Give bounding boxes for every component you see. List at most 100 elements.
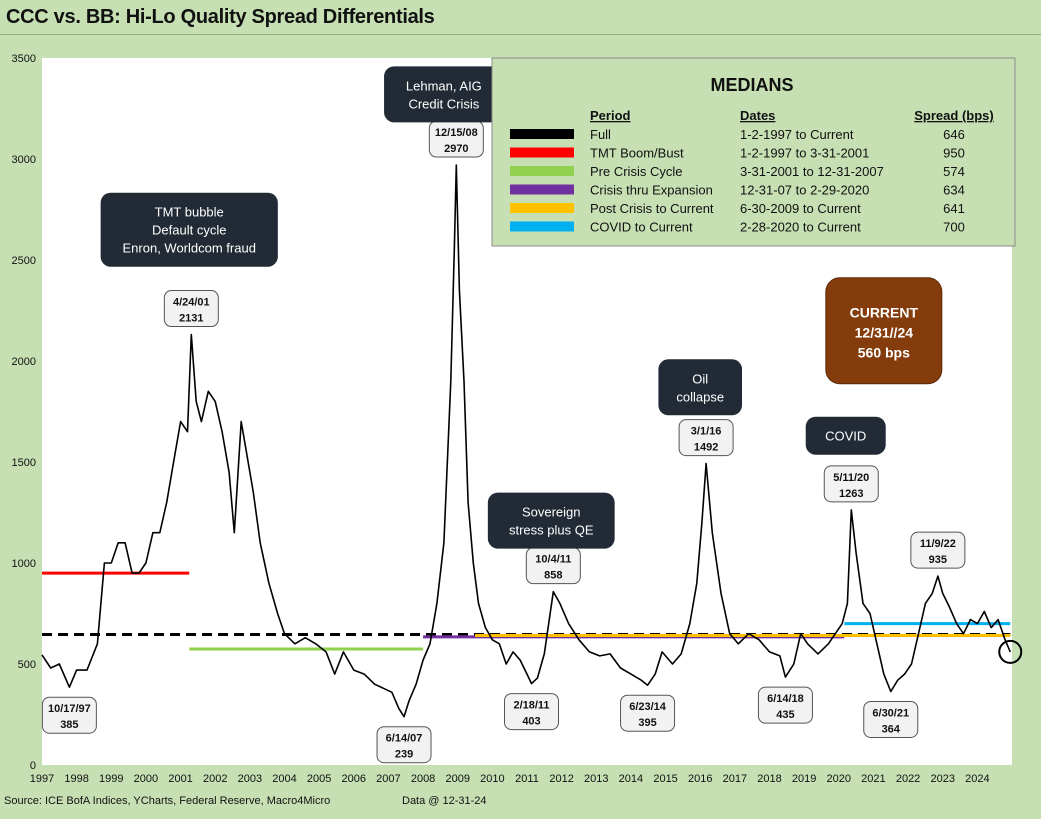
point-label-box (41, 696, 97, 734)
event-callout-text: stress plus QE (509, 523, 594, 538)
point-label-value: 385 (60, 719, 78, 731)
x-tick-label: 2000 (134, 773, 158, 785)
point-label: 6/14/18 435 (757, 686, 813, 724)
medians-box: MEDIANS Period Dates Spread (bps) Full 1-2-19… (491, 57, 1016, 247)
point-label-value: 935 (929, 554, 947, 566)
point-label-value: 2131 (179, 313, 203, 325)
x-tick-label: 2023 (930, 773, 954, 785)
medians-period: Pre Crisis Cycle (590, 164, 682, 179)
current-callout-text: 12/31//24 (855, 325, 914, 341)
point-label: 3/1/16 1492 (678, 419, 734, 457)
point-label-value: 364 (882, 723, 901, 735)
medians-dates: 2-28-2020 to Current (740, 220, 861, 235)
point-label: 6/14/07 239 (376, 726, 432, 764)
point-label-date: 6/23/14 (629, 701, 667, 713)
medians-period: TMT Boom/Bust (590, 146, 684, 161)
x-tick-label: 2020 (827, 773, 851, 785)
medians-dates: 1-2-1997 to 3-31-2001 (740, 146, 869, 161)
x-tick-label: 2016 (688, 773, 712, 785)
point-label-date: 10/4/11 (535, 554, 571, 566)
x-tick-label: 2002 (203, 773, 227, 785)
point-label: 2/18/11 403 (504, 693, 560, 731)
point-label-box (823, 465, 879, 503)
y-tick-label: 0 (30, 760, 36, 772)
point-label: 10/4/11 858 (525, 547, 581, 585)
y-tick-label: 3500 (12, 53, 36, 65)
y-tick-label: 2000 (12, 356, 36, 368)
event-callout-text: Credit Crisis (408, 96, 479, 111)
current-callout-box (825, 277, 943, 385)
current-marker (998, 639, 1023, 664)
point-label-date: 6/14/18 (767, 693, 804, 705)
x-tick-label: 1997 (30, 773, 54, 785)
x-tick-label: 2024 (965, 773, 989, 785)
point-label-date: 4/24/01 (173, 297, 210, 309)
x-tick-label: 2005 (307, 773, 331, 785)
event-callout-box (100, 192, 278, 267)
point-label-date: 10/17/97 (48, 703, 91, 715)
medians-swatch (510, 166, 574, 176)
event-callout: Oil collapse (658, 359, 743, 416)
x-tick-label: 2017 (723, 773, 747, 785)
medians-period: Post Crisis to Current (590, 201, 714, 216)
y-tick-label: 1000 (12, 558, 36, 570)
event-callout-text: collapse (676, 389, 724, 404)
x-tick-label: 2012 (549, 773, 573, 785)
event-callout-box (384, 66, 504, 123)
event-callout: Sovereign stress plus QE (487, 492, 615, 549)
point-label-value: 1263 (839, 488, 863, 500)
point-label-box (504, 693, 560, 731)
current-callout-text: 560 bps (858, 345, 910, 361)
point-label-date: 5/11/20 (833, 472, 869, 484)
event-callout-text: TMT bubble (155, 205, 224, 220)
point-label-box (620, 694, 676, 732)
x-tick-label: 2001 (168, 773, 192, 785)
x-tick-label: 2015 (653, 773, 677, 785)
point-label-date: 6/14/07 (386, 733, 423, 745)
x-tick-label: 2008 (411, 773, 435, 785)
medians-swatch (510, 129, 574, 139)
medians-swatch (510, 184, 574, 195)
medians-column-header: Period (590, 108, 631, 123)
x-tick-label: 2004 (272, 773, 296, 785)
point-label: 5/11/20 1263 (823, 465, 879, 503)
y-tick-label: 2500 (12, 255, 36, 267)
medians-swatch (510, 147, 574, 158)
x-tick-label: 2022 (896, 773, 920, 785)
point-label: 4/24/01 2131 (163, 290, 219, 328)
point-label-value: 2970 (444, 143, 468, 155)
data-date-note: Data @ 12-31-24 (402, 795, 487, 807)
point-label-date: 12/15/08 (435, 127, 478, 139)
medians-spread: 950 (943, 146, 965, 161)
event-callout-text: Sovereign (522, 505, 581, 520)
x-tick-label: 2006 (342, 773, 366, 785)
point-label: 6/30/21 364 (863, 700, 919, 738)
x-tick-label: 1999 (99, 773, 123, 785)
medians-spread: 641 (943, 201, 965, 216)
x-tick-label: 2010 (480, 773, 504, 785)
medians-dates: 1-2-1997 to Current (740, 127, 854, 142)
event-callout-text: COVID (825, 429, 866, 444)
medians-column-header: Dates (740, 108, 775, 123)
current-callout: CURRENT 12/31//24 560 bps (825, 277, 943, 385)
point-label-value: 435 (776, 709, 794, 721)
event-callout: Lehman, AIG Credit Crisis (384, 66, 504, 123)
point-label-date: 11/9/22 (920, 538, 956, 550)
medians-spread: 700 (943, 220, 965, 235)
x-tick-label: 2021 (861, 773, 885, 785)
point-label-box (678, 419, 734, 457)
medians-dates: 3-31-2001 to 12-31-2007 (740, 164, 884, 179)
point-label-value: 858 (544, 570, 562, 582)
point-label-date: 3/1/16 (691, 426, 722, 438)
current-callout-text: CURRENT (850, 305, 919, 321)
x-tick-label: 2019 (792, 773, 816, 785)
y-tick-label: 1500 (12, 457, 36, 469)
point-label: 11/9/22 935 (910, 531, 966, 569)
x-tick-label: 2013 (584, 773, 608, 785)
x-tick-label: 2018 (757, 773, 781, 785)
x-tick-label: 2009 (445, 773, 469, 785)
medians-spread: 646 (943, 127, 965, 142)
chart-title: CCC vs. BB: Hi-Lo Quality Spread Differe… (6, 6, 435, 28)
